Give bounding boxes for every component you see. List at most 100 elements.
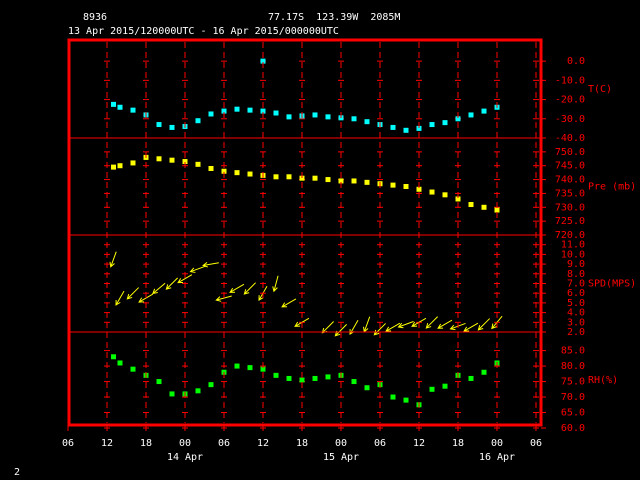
wind-arrow — [437, 319, 453, 329]
data-point — [260, 366, 266, 372]
data-point — [312, 112, 318, 118]
date-label: 15 Apr — [323, 452, 359, 463]
y-tick-label: -20.0 — [555, 95, 585, 106]
data-point — [455, 116, 461, 122]
data-point — [273, 110, 279, 116]
y-tick-label: 10.0 — [561, 249, 585, 260]
y-tick-label: 60.0 — [561, 423, 585, 434]
data-point — [416, 125, 422, 131]
data-point — [442, 383, 448, 389]
data-point — [156, 156, 162, 162]
x-tick-label: 06 — [374, 438, 386, 449]
data-point — [117, 360, 123, 366]
y-tick-label: 720.0 — [555, 230, 585, 241]
y-tick-label: 750.0 — [555, 147, 585, 158]
wind-arrow — [243, 282, 257, 295]
y-tick-label: 730.0 — [555, 202, 585, 213]
data-point — [403, 184, 409, 189]
y-tick-label: 2.0 — [567, 327, 585, 338]
panel-label: SPD(MPS) — [588, 279, 636, 290]
data-point — [429, 189, 435, 195]
y-tick-label: 65.0 — [561, 408, 585, 419]
data-point — [169, 157, 175, 163]
data-point — [442, 120, 448, 126]
data-point — [247, 107, 253, 113]
data-point — [390, 124, 396, 130]
wind-arrow — [425, 316, 439, 329]
data-point — [364, 179, 370, 185]
data-point — [111, 101, 116, 107]
wind-arrow — [115, 290, 125, 306]
x-tick-label: 06 — [62, 438, 74, 449]
y-tick-label: 0.0 — [567, 56, 585, 67]
data-point — [468, 112, 474, 118]
data-point — [325, 374, 331, 380]
frame — [67, 38, 543, 427]
x-tick-label: 06 — [218, 438, 230, 449]
data-point — [481, 369, 487, 375]
data-point — [234, 170, 240, 176]
x-tick-label: 18 — [452, 438, 464, 449]
y-tick-label: 4.0 — [567, 308, 585, 319]
data-point — [117, 104, 123, 110]
y-tick-label: 75.0 — [561, 377, 585, 388]
data-point — [234, 363, 240, 369]
wind-arrow — [463, 322, 479, 332]
wind-arrow — [321, 321, 335, 334]
data-point — [351, 178, 357, 184]
data-point — [169, 391, 175, 397]
period: 13 Apr 2015/120000UTC - 16 Apr 2015/0000… — [68, 26, 339, 37]
wind-arrow — [126, 287, 140, 300]
wind-arrow — [385, 322, 401, 332]
data-point — [286, 375, 292, 381]
data-point — [273, 174, 279, 180]
data-point — [260, 58, 266, 64]
y-tick-label: 725.0 — [555, 216, 585, 227]
data-point — [247, 171, 253, 177]
y-tick-label: 735.0 — [555, 188, 585, 199]
panel-label: T(C) — [588, 84, 612, 95]
x-tick-label: 00 — [179, 438, 191, 449]
y-tick-label: 5.0 — [567, 298, 585, 309]
wind-arrow — [177, 274, 193, 284]
x-tick-label: 12 — [257, 438, 269, 449]
data-point — [208, 111, 214, 117]
station-location: 77.17S 123.39W 2085M — [268, 12, 400, 23]
data-point — [111, 354, 116, 360]
y-tick-label: 745.0 — [555, 161, 585, 172]
data-point — [169, 124, 175, 130]
y-tick-label: 85.0 — [561, 346, 585, 357]
data-point — [111, 164, 116, 170]
x-tick-label: 12 — [101, 438, 113, 449]
data-point — [481, 108, 487, 114]
data-point — [403, 127, 409, 133]
wind-arrow — [281, 298, 297, 308]
data-point — [325, 114, 331, 120]
data-point — [221, 108, 227, 114]
y-tick-label: 70.0 — [561, 392, 585, 403]
y-tick-label: 6.0 — [567, 288, 585, 299]
data-point — [416, 186, 422, 192]
wind-arrow — [138, 293, 154, 303]
y-tick-label: -30.0 — [555, 114, 585, 125]
wind-arrow — [215, 295, 232, 302]
y-tick-label: -40.0 — [555, 133, 585, 144]
y-tick-label: 3.0 — [567, 317, 585, 328]
x-tick-label: 18 — [296, 438, 308, 449]
date-label: 14 Apr — [167, 452, 203, 463]
data-point — [403, 397, 409, 403]
data-point — [195, 388, 201, 394]
data-point — [455, 196, 461, 202]
data-point — [286, 174, 292, 180]
page-number: 2 — [14, 467, 20, 478]
y-tick-label: 7.0 — [567, 279, 585, 290]
data-point — [247, 365, 253, 371]
wind-arrow — [272, 275, 279, 293]
data-point — [195, 161, 201, 167]
data-point — [156, 122, 162, 128]
wind-arrow — [189, 265, 206, 273]
data-point — [481, 204, 487, 210]
data-point — [468, 202, 474, 208]
